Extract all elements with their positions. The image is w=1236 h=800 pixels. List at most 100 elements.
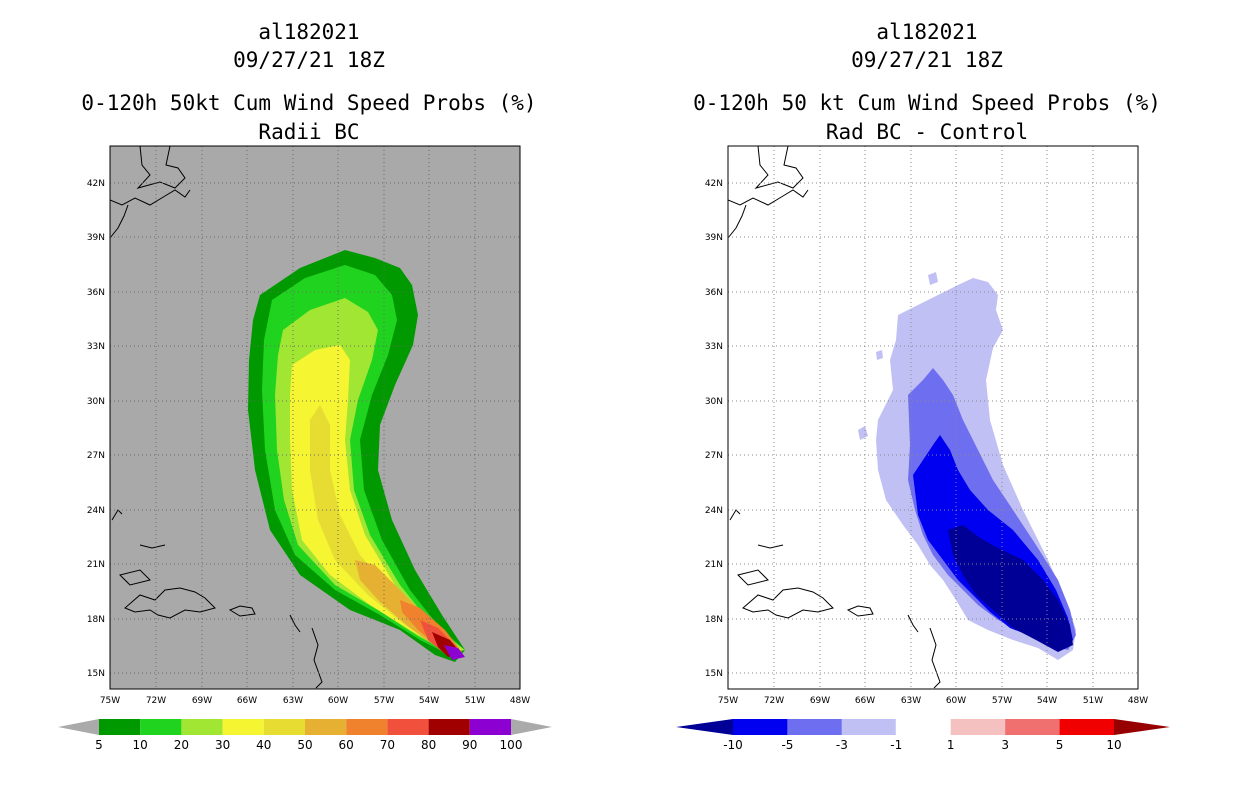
lat-tick: 15N bbox=[705, 669, 723, 679]
colorbar-label: 20 bbox=[174, 738, 189, 752]
lat-tick: 42N bbox=[87, 179, 105, 189]
right-map-svg: 75W 72W 69W 66W 63W 60W 57W 54W 51W 48W … bbox=[676, 145, 1170, 752]
lon-tick: 66W bbox=[855, 696, 875, 706]
lat-tick: 42N bbox=[705, 179, 723, 189]
right-storm-id: al182021 bbox=[876, 20, 978, 44]
right-coastlines bbox=[728, 146, 941, 689]
colorbar-label: 5 bbox=[95, 738, 103, 752]
lon-tick: 72W bbox=[146, 696, 166, 706]
lat-tick: 36N bbox=[705, 288, 723, 298]
colorbar-box bbox=[733, 719, 788, 735]
lat-tick: 33N bbox=[87, 342, 105, 352]
lat-tick: 21N bbox=[87, 560, 105, 570]
colorbar-box bbox=[181, 719, 223, 735]
lat-tick: 18N bbox=[705, 615, 723, 625]
colorbar-label: 70 bbox=[380, 738, 395, 752]
lat-tick: 24N bbox=[705, 506, 723, 516]
colorbar-box bbox=[140, 719, 182, 735]
left-product-title: 0-120h 50kt Cum Wind Speed Probs (%) bbox=[81, 91, 537, 115]
colorbar-end-right bbox=[1114, 719, 1170, 735]
right-product-title: 0-120h 50 kt Cum Wind Speed Probs (%) bbox=[693, 91, 1161, 115]
right-lon-ticks: 75W 72W 69W 66W 63W 60W 57W 54W 51W 48W bbox=[718, 696, 1148, 706]
colorbar-end-left bbox=[58, 719, 99, 735]
right-subtitle: Rad BC - Control bbox=[825, 120, 1029, 144]
lat-tick: 27N bbox=[705, 451, 723, 461]
lat-tick: 33N bbox=[705, 342, 723, 352]
left-map-svg: 75W 72W 69W 66W 63W 60W 57W 54W 51W 48W … bbox=[58, 145, 552, 752]
right-colorbar: -10 -5 -3 -1 1 3 5 10 bbox=[676, 718, 1170, 752]
left-probability-contours bbox=[110, 146, 465, 689]
contour-minus10 bbox=[948, 525, 1073, 652]
lon-tick: 51W bbox=[1083, 696, 1103, 706]
left-lon-ticks: 75W 72W 69W 66W 63W 60W 57W 54W 51W 48W bbox=[100, 696, 530, 706]
right-datetime: 09/27/21 18Z bbox=[851, 48, 1003, 72]
colorbar-box bbox=[222, 719, 264, 735]
colorbar-label: 80 bbox=[421, 738, 436, 752]
lon-tick: 54W bbox=[1037, 696, 1057, 706]
colorbar-label: 1 bbox=[947, 738, 955, 752]
colorbar-label: 90 bbox=[462, 738, 477, 752]
colorbar-label: -5 bbox=[781, 738, 793, 752]
left-datetime: 09/27/21 18Z bbox=[233, 48, 385, 72]
colorbar-end-left bbox=[676, 719, 733, 735]
left-map-frame bbox=[109, 145, 521, 690]
colorbar-box bbox=[428, 719, 470, 735]
colorbar-box bbox=[387, 719, 429, 735]
right-lat-ticks: 42N 39N 36N 33N 30N 27N 24N 21N 18N 15N bbox=[705, 179, 723, 679]
lat-tick: 39N bbox=[87, 233, 105, 243]
colorbar-box bbox=[895, 718, 952, 736]
colorbar-box bbox=[305, 719, 347, 735]
lon-tick: 54W bbox=[419, 696, 439, 706]
left-lat-ticks: 42N 39N 36N 33N 30N 27N 24N 21N 18N 15N bbox=[87, 179, 105, 679]
lon-tick: 75W bbox=[718, 696, 738, 706]
contour-minus1-fleck2 bbox=[876, 350, 883, 360]
lat-tick: 30N bbox=[705, 397, 723, 407]
right-panel: al182021 09/27/21 18Z 0-120h 50 kt Cum W… bbox=[618, 0, 1236, 800]
lon-tick: 51W bbox=[465, 696, 485, 706]
colorbar-box bbox=[1059, 719, 1114, 735]
colorbar-label: 3 bbox=[1001, 738, 1009, 752]
lon-tick: 63W bbox=[901, 696, 921, 706]
lon-tick: 57W bbox=[374, 696, 394, 706]
colorbar-label: -3 bbox=[836, 738, 848, 752]
colorbar-box bbox=[263, 719, 305, 735]
colorbar-label: 5 bbox=[1056, 738, 1064, 752]
right-grid bbox=[728, 146, 1138, 689]
lat-tick: 39N bbox=[705, 233, 723, 243]
colorbar-label: 100 bbox=[500, 738, 523, 752]
right-difference-contours bbox=[728, 146, 1076, 689]
right-map-frame bbox=[727, 145, 1139, 690]
contour-minus1-fleck3 bbox=[928, 272, 938, 285]
contour-30pct bbox=[290, 345, 462, 650]
lon-tick: 63W bbox=[283, 696, 303, 706]
contour-90pct bbox=[444, 645, 465, 660]
lon-tick: 48W bbox=[1128, 696, 1148, 706]
left-colorbar: 5 10 20 30 40 50 60 70 80 90 100 bbox=[58, 719, 552, 752]
colorbar-label: 60 bbox=[339, 738, 354, 752]
colorbar-label: 50 bbox=[297, 738, 312, 752]
lat-tick: 24N bbox=[87, 506, 105, 516]
lon-tick: 69W bbox=[192, 696, 212, 706]
lon-tick: 69W bbox=[810, 696, 830, 706]
lon-tick: 72W bbox=[764, 696, 784, 706]
colorbar-label: 10 bbox=[1106, 738, 1121, 752]
lon-tick: 60W bbox=[946, 696, 966, 706]
colorbar-end-right bbox=[511, 719, 552, 735]
lon-tick: 66W bbox=[237, 696, 257, 706]
colorbar-box bbox=[950, 719, 1006, 735]
colorbar-box bbox=[1005, 719, 1060, 735]
colorbar-label: -10 bbox=[723, 738, 743, 752]
left-storm-id: al182021 bbox=[258, 20, 360, 44]
lat-tick: 36N bbox=[87, 288, 105, 298]
left-grid bbox=[110, 146, 520, 689]
lat-tick: 27N bbox=[87, 451, 105, 461]
contour-minus1-fleck bbox=[858, 426, 868, 440]
colorbar-label: 30 bbox=[215, 738, 230, 752]
lat-tick: 21N bbox=[705, 560, 723, 570]
colorbar-label: -1 bbox=[890, 738, 902, 752]
lat-tick: 18N bbox=[87, 615, 105, 625]
lon-tick: 48W bbox=[510, 696, 530, 706]
lat-tick: 30N bbox=[87, 397, 105, 407]
left-coastlines bbox=[110, 146, 323, 689]
colorbar-box bbox=[346, 719, 388, 735]
